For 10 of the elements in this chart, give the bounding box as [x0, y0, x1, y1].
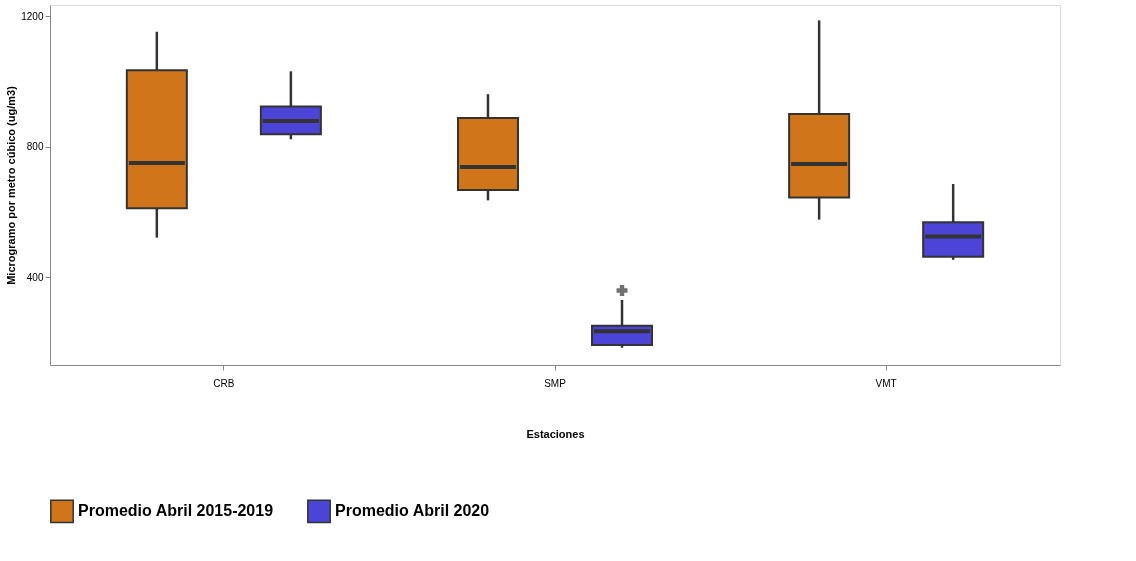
y-tick-label: 800: [26, 141, 44, 153]
x-axis-title: Estaciones: [526, 427, 585, 440]
legend-label: Promedio Abril 2020: [335, 502, 490, 520]
x-tick-label: SMP: [544, 377, 567, 389]
legend-label: Promedio Abril 2015-2019: [78, 502, 274, 520]
y-tick-label: 400: [26, 271, 44, 283]
x-tick-label: CRB: [213, 377, 235, 389]
y-tick-label: 1200: [21, 10, 44, 22]
y-axis-title: Microgramo por metro cúbico (ug/m3): [5, 85, 18, 285]
x-tick-label: VMT: [875, 377, 897, 389]
